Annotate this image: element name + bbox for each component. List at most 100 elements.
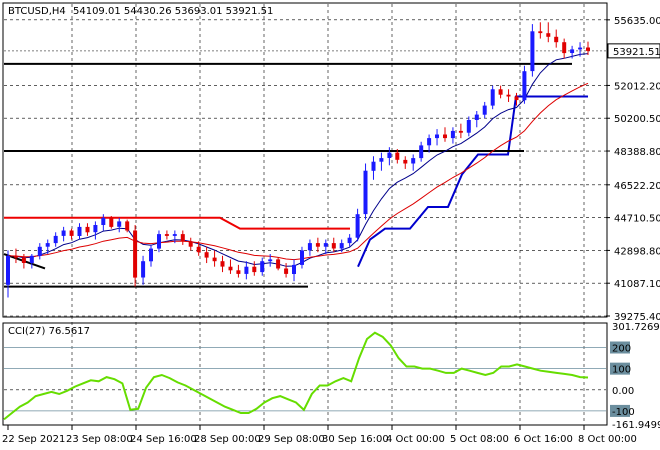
cci-level-tag	[610, 341, 630, 354]
time-tick-label: 24 Sep 16:00	[130, 434, 197, 445]
candle-body	[61, 230, 66, 236]
price-tick-label: 55635.00	[614, 16, 660, 27]
candle-body	[482, 105, 487, 115]
candle-body	[21, 257, 26, 263]
candle-body	[180, 234, 185, 242]
cci-level-label: 200	[612, 344, 631, 355]
candle-body	[276, 259, 281, 269]
candle-body	[419, 145, 424, 159]
price-axis: 55635.00 53921.51 52012.20 50200.50 48388.80…	[606, 16, 660, 323]
candle-body	[164, 234, 169, 236]
time-tick-label: 29 Sep 08:00	[258, 434, 325, 445]
candle-body	[315, 243, 320, 247]
candle-body	[586, 47, 590, 51]
candle-body	[204, 252, 209, 258]
candle-body	[347, 237, 352, 244]
cci-pane-border	[2, 322, 608, 426]
price-tick-label: 52012.20	[614, 81, 660, 92]
candle-body	[69, 230, 74, 236]
candle-body	[252, 266, 257, 273]
candle-body	[450, 130, 455, 139]
candle-body	[188, 241, 193, 247]
price-tick-label: 42898.80	[614, 246, 660, 257]
candle-body	[172, 234, 177, 236]
candle-body	[371, 161, 376, 171]
candle-body	[117, 221, 122, 227]
candle-body	[284, 268, 289, 274]
candle-body	[141, 261, 146, 278]
candle-body	[101, 217, 106, 225]
time-tick-label: 6 Oct 16:00	[514, 434, 573, 445]
candle-body	[395, 152, 400, 160]
current-price-tag	[607, 43, 660, 59]
price-tick-label: 48388.80	[614, 147, 660, 158]
candlestick-series	[6, 22, 590, 298]
candle-body	[570, 49, 575, 53]
time-tick-label: 8 Oct 00:00	[578, 434, 637, 445]
candle-body	[220, 261, 225, 267]
cci-tick-label: -161.9499	[612, 420, 660, 431]
candle-body	[77, 226, 82, 236]
candle-body	[379, 158, 384, 162]
candle-body	[387, 152, 392, 158]
candle-body	[411, 158, 416, 164]
candle-body	[236, 270, 241, 274]
candle-body	[292, 264, 296, 274]
candle-body	[149, 248, 153, 262]
cci-level-label: 100	[612, 365, 631, 376]
window-ohlc: 54109.01 54430.26 53693.01 53921.51	[73, 6, 273, 17]
candle-body	[514, 96, 519, 101]
candle-body	[331, 243, 336, 249]
candle-body	[157, 234, 161, 249]
slow-moving-average	[7, 82, 589, 261]
price-tick-label: 41087.10	[614, 279, 660, 290]
candle-body	[562, 42, 567, 54]
fast-moving-average	[7, 53, 589, 267]
candle-body	[53, 235, 58, 244]
time-tick-label: 4 Oct 00:00	[386, 434, 445, 445]
blue-step-line	[357, 95, 588, 268]
candle-body	[300, 250, 304, 265]
candle-body	[212, 257, 217, 262]
candle-body	[474, 114, 479, 120]
candle-body	[443, 134, 447, 139]
candle-body	[109, 217, 114, 227]
candle-body	[363, 170, 368, 215]
candle-body	[530, 31, 535, 72]
cci-title: CCI(27) 76.5617	[8, 326, 90, 337]
candle-body	[307, 243, 312, 251]
candle-body	[323, 243, 328, 247]
candle-body	[125, 221, 130, 231]
cci-axis: 301.7269 200 100 0.00 -100 -161.9499	[610, 322, 660, 431]
cci-level-label: -100	[612, 407, 635, 418]
time-tick-label: 22 Sep 2021	[2, 434, 65, 445]
cci-line	[3, 331, 589, 421]
candle-body	[490, 89, 495, 106]
time-tick-label: 5 Oct 08:00	[450, 434, 509, 445]
candle-body	[538, 31, 543, 34]
candle-body	[522, 71, 527, 101]
candle-body	[435, 134, 439, 139]
candle-body	[228, 266, 233, 271]
candle-body	[45, 243, 50, 247]
candle-body	[13, 255, 18, 258]
red-step-line	[4, 216, 350, 230]
price-tick-label: 50200.50	[614, 114, 660, 125]
candle-body	[260, 261, 265, 273]
candle-body	[506, 94, 511, 97]
candle-body	[268, 259, 273, 262]
cci-tick-label: 301.7269	[612, 322, 660, 333]
candle-body	[554, 36, 559, 43]
moving-averages	[7, 53, 589, 267]
cci-level-tag	[610, 404, 630, 417]
candle-body	[403, 159, 408, 164]
candle-body	[466, 120, 471, 133]
candle-body	[93, 225, 98, 233]
candle-body	[29, 255, 34, 263]
candle-body	[458, 130, 463, 133]
candle-body	[578, 47, 583, 50]
candle-body	[427, 138, 432, 146]
cci-level-tag	[610, 362, 630, 375]
